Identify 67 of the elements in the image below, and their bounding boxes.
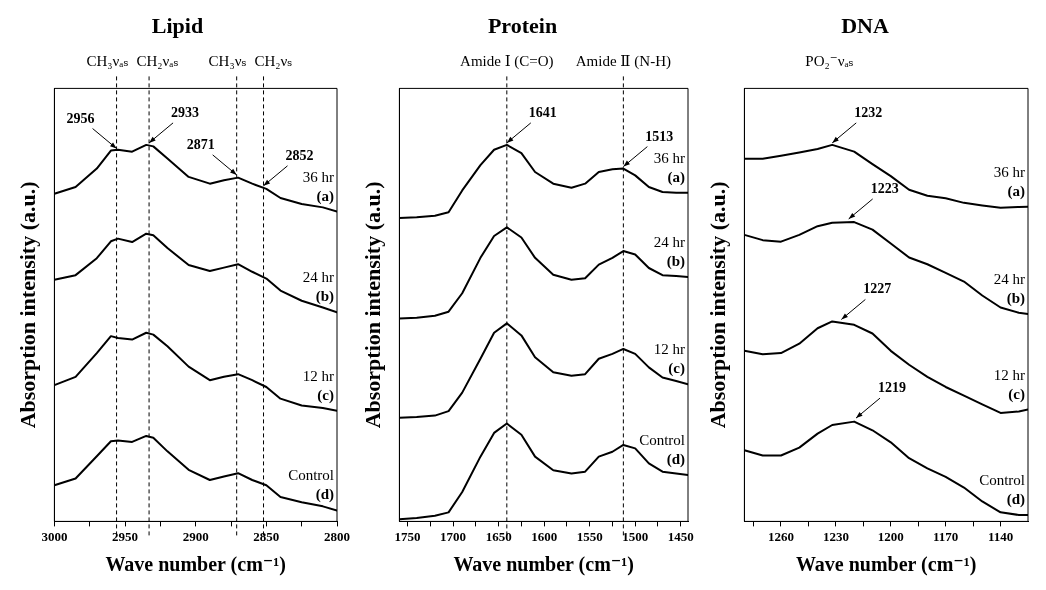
annotation: (d) <box>1006 491 1025 508</box>
annotation: (a) <box>1007 182 1025 200</box>
annotation: (d) <box>315 486 334 504</box>
annotation: 2933 <box>171 104 200 120</box>
ref-line-label: Amide Ⅱ (N-H) <box>575 53 671 71</box>
series-label: Control <box>979 472 1025 488</box>
legend-label: 36 hr <box>302 168 334 185</box>
annotation: 1223 <box>870 180 899 196</box>
ref-line-label: CH₃νₛ <box>208 53 247 70</box>
series-label: 12 hr <box>993 366 1025 383</box>
x-tick-label: 1140 <box>987 528 1014 544</box>
x-tick-label: 1700 <box>440 528 467 544</box>
x-tick-label: 2900 <box>182 528 209 544</box>
ref-line-label: CH₂νₛ <box>254 53 293 70</box>
series-label: 24 hr <box>653 234 685 251</box>
ref-line-label: Amide Ⅰ (C=O) <box>460 53 554 71</box>
series-label: 36 hr <box>993 163 1025 180</box>
annotation: (b) <box>315 288 334 306</box>
ref-line-label: CH₃νₐₛ <box>86 53 129 70</box>
x-tick-label: 2950 <box>112 528 139 544</box>
x-tick-label: 1650 <box>485 528 512 544</box>
annotation: 1219 <box>878 380 907 396</box>
x-tick-label: 1450 <box>667 528 694 544</box>
chart-title: Lipid <box>151 12 204 38</box>
annotation: (b) <box>666 253 685 271</box>
x-tick-label: 1170 <box>933 528 959 544</box>
annotation: 1227 <box>863 281 892 297</box>
annotation: 1513 <box>645 128 674 144</box>
x-axis-title: Wave number (cm⁻¹) <box>453 553 634 577</box>
legend-label: 36 hr <box>653 149 685 166</box>
series-label: Control <box>639 432 685 449</box>
x-tick-label: 2850 <box>253 528 280 544</box>
y-axis-title: Absorption intensity (a.u.) <box>359 181 385 429</box>
series-label: 12 hr <box>302 367 334 384</box>
x-tick-label: 1750 <box>394 528 421 544</box>
annotation: (c) <box>668 360 685 378</box>
series-label: Control <box>288 467 334 484</box>
annotation: 2956 <box>66 110 95 126</box>
x-tick-label: 3000 <box>41 528 68 544</box>
series-label: 12 hr <box>653 341 685 358</box>
annotation: (c) <box>317 386 334 404</box>
annotation: 2871 <box>186 136 215 152</box>
annotation: 2852 <box>285 147 314 163</box>
x-tick-label: 1500 <box>622 528 649 544</box>
x-axis-title: Wave number (cm⁻¹) <box>105 553 286 577</box>
chart-title: DNA <box>841 12 889 38</box>
x-tick-label: 1260 <box>767 528 794 544</box>
x-tick-label: 1200 <box>877 528 904 544</box>
text: PO₂⁻νₐₛ <box>805 53 854 70</box>
y-axis-title: Absorption intensity (a.u.) <box>704 181 730 429</box>
ref-line-label: CH₂νₐₛ <box>136 53 179 70</box>
x-tick-label: 2800 <box>324 528 350 544</box>
series-label: 24 hr <box>302 269 334 286</box>
x-axis-title: Wave number (cm⁻¹) <box>795 553 977 577</box>
annotation: 1232 <box>854 104 883 120</box>
x-tick-label: 1550 <box>576 528 603 544</box>
x-tick-label: 1600 <box>531 528 558 544</box>
annotation: (d) <box>666 451 685 469</box>
series-label: 24 hr <box>993 270 1025 287</box>
chart-title: Protein <box>487 12 558 38</box>
x-tick-label: 1230 <box>822 528 849 544</box>
y-axis-title: Absorption intensity (a.u.) <box>14 181 40 429</box>
annotation: (a) <box>316 187 334 205</box>
annotation: (b) <box>1006 289 1025 307</box>
annotation: (c) <box>1008 385 1025 403</box>
annotation: (a) <box>667 168 685 186</box>
annotation: 1641 <box>528 104 557 120</box>
